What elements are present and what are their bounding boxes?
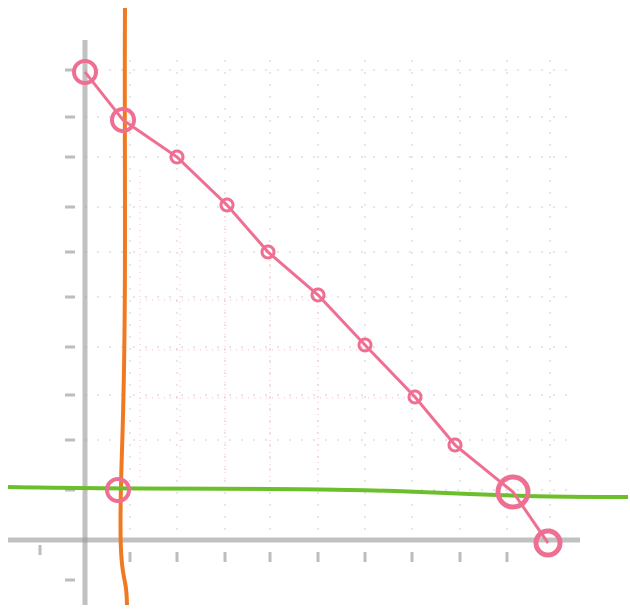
drawing (0, 0, 630, 609)
paper (0, 0, 630, 609)
